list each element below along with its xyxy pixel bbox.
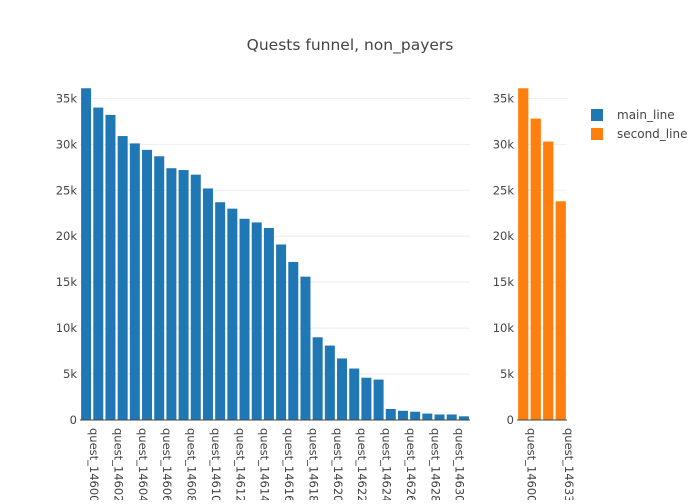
bar-quest_14600[interactable] <box>81 88 92 421</box>
x-tick-label: quest_14608 <box>185 428 199 500</box>
bar-quest_14620[interactable] <box>324 345 335 420</box>
x-tick-label: quest_14633 <box>562 428 576 500</box>
x-tick-label: quest_14604 <box>136 428 150 500</box>
y-tick-label: 15k <box>493 275 515 289</box>
bar-quest_14601[interactable] <box>93 107 104 420</box>
bar-quest_14630[interactable] <box>446 414 457 420</box>
bar-quest_14611[interactable] <box>215 202 226 420</box>
bar-quest_14631[interactable] <box>530 118 541 420</box>
bar-quest_14606[interactable] <box>154 156 165 420</box>
x-tick-label: quest_14618 <box>306 428 320 500</box>
x-tick-label: quest_14630 <box>453 428 467 500</box>
bar-quest_14626[interactable] <box>397 410 408 420</box>
x-tick-label: quest_14612 <box>233 428 247 500</box>
bar-quest_14600[interactable] <box>518 88 529 421</box>
legend-label-second_line[interactable]: second_line <box>617 127 687 141</box>
x-tick-label: quest_14614 <box>258 428 272 500</box>
bar-quest_14629[interactable] <box>434 414 445 420</box>
x-tick-label: quest_14624 <box>380 428 394 500</box>
x-tick-label: quest_14602 <box>111 428 125 500</box>
y-tick-label: 20k <box>56 229 78 243</box>
y-tick-label: 20k <box>493 229 515 243</box>
bar-quest_14623[interactable] <box>361 377 372 420</box>
y-tick-label: 10k <box>493 321 515 335</box>
bar-quest_14610[interactable] <box>202 188 213 420</box>
y-tick-label: 0 <box>507 413 514 427</box>
y-tick-label: 5k <box>500 367 514 381</box>
y-tick-label: 25k <box>493 183 515 197</box>
bar-quest_14632[interactable] <box>543 141 554 420</box>
bar-quest_14618[interactable] <box>300 276 311 420</box>
y-tick-label: 0 <box>70 413 77 427</box>
legend-label-main_line[interactable]: main_line <box>617 108 675 122</box>
bar-quest_14603[interactable] <box>117 136 128 420</box>
y-tick-label: 30k <box>493 137 515 151</box>
bar-quest_14612[interactable] <box>227 208 238 420</box>
bar-quest_14631[interactable] <box>458 416 469 420</box>
bar-quest_14633[interactable] <box>555 201 566 420</box>
y-tick-label: 10k <box>56 321 78 335</box>
y-tick-label: 35k <box>493 91 515 105</box>
bar-quest_14608[interactable] <box>178 170 189 420</box>
bar-quest_14605[interactable] <box>142 149 153 421</box>
x-tick-label: quest_14606 <box>160 428 174 500</box>
x-tick-label: quest_14628 <box>428 428 442 500</box>
legend-swatch-second_line[interactable] <box>591 128 603 140</box>
chart-title: Quests funnel, non_payers <box>247 36 454 55</box>
x-tick-label: quest_14600 <box>87 428 101 500</box>
y-tick-label: 5k <box>63 367 77 381</box>
bar-quest_14624[interactable] <box>373 379 384 420</box>
x-tick-label: quest_14626 <box>404 428 418 500</box>
bar-quest_14628[interactable] <box>422 413 433 420</box>
legend-swatch-main_line[interactable] <box>591 109 603 121</box>
legend[interactable]: main_line second_line <box>591 108 687 141</box>
bar-quest_14616[interactable] <box>276 244 287 420</box>
x-tick-label: quest_14616 <box>282 428 296 500</box>
bar-quest_14602[interactable] <box>105 114 116 421</box>
bar-quest_14607[interactable] <box>166 168 177 420</box>
y-tick-label: 35k <box>56 91 78 105</box>
bar-quest_14617[interactable] <box>288 261 299 420</box>
bar-quest_14625[interactable] <box>385 408 396 420</box>
bar-quest_14615[interactable] <box>263 227 274 420</box>
main-line-panel: 0 5k 10k 15k 20k 25k 30k 35k quest_14600 quest_14… <box>56 88 470 503</box>
x-tick-label: quest_14600 <box>524 428 538 500</box>
bar-quest_14622[interactable] <box>349 368 360 420</box>
y-tick-label: 30k <box>56 137 78 151</box>
x-tick-label: quest_14610 <box>209 428 223 500</box>
x-tick-label: quest_14620 <box>331 428 345 500</box>
y-tick-label: 25k <box>56 183 78 197</box>
bar-quest_14619[interactable] <box>312 337 323 420</box>
x-tick-label: quest_14622 <box>355 428 369 500</box>
bar-quest_14627[interactable] <box>410 411 421 420</box>
bar-quest_14609[interactable] <box>190 174 201 420</box>
bar-quest_14613[interactable] <box>239 218 250 420</box>
bar-quest_14621[interactable] <box>337 358 348 420</box>
second-line-panel: 0 5k 10k 15k 20k 25k 30k 35k quest_14600 quest_14… <box>493 88 576 503</box>
y-tick-label: 15k <box>56 275 78 289</box>
bar-quest_14614[interactable] <box>251 222 262 420</box>
bar-quest_14604[interactable] <box>129 143 140 421</box>
